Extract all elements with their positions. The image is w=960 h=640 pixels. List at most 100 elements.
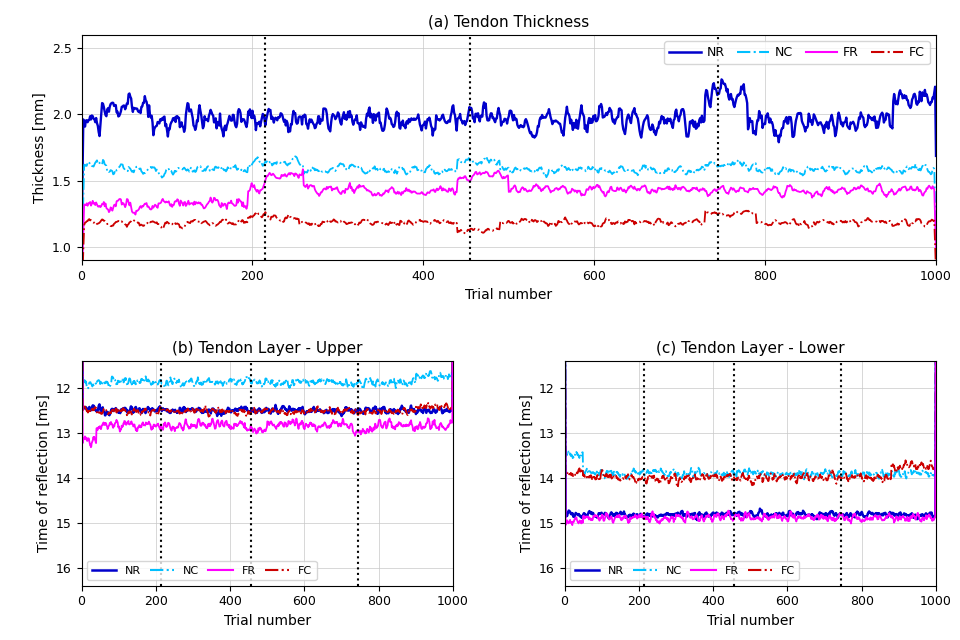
NR <box>379 406 391 414</box>
NR <box>774 131 785 139</box>
Line: NC: NC <box>82 114 453 389</box>
NR <box>559 179 570 186</box>
FR <box>862 515 874 522</box>
NC <box>635 470 646 478</box>
NC <box>76 110 87 118</box>
NR <box>888 510 900 518</box>
NR <box>930 289 942 296</box>
NC <box>888 472 900 479</box>
Line: FR: FR <box>82 156 453 447</box>
NR <box>716 76 728 83</box>
FR <box>888 515 900 522</box>
FC <box>912 462 924 470</box>
Y-axis label: Time of reflection [ms]: Time of reflection [ms] <box>519 394 534 552</box>
NR <box>336 412 348 420</box>
NC <box>912 468 924 476</box>
Line: FC: FC <box>82 130 453 417</box>
FR <box>85 444 97 451</box>
NC <box>429 375 441 383</box>
FC <box>447 214 459 222</box>
FC <box>76 126 87 134</box>
NR <box>429 408 441 415</box>
NC <box>849 472 860 479</box>
FR <box>379 419 391 426</box>
NR <box>930 152 942 160</box>
NR <box>76 239 87 247</box>
FR <box>447 228 459 236</box>
NC <box>582 467 593 474</box>
FC <box>889 221 900 229</box>
NC <box>774 168 785 176</box>
Title: (a) Tendon Thickness: (a) Tendon Thickness <box>428 15 589 30</box>
NR <box>404 404 416 412</box>
FC <box>888 461 900 469</box>
Legend: NR, NC, FR, FC: NR, NC, FR, FC <box>664 42 929 65</box>
NR <box>889 95 900 102</box>
Y-axis label: Time of reflection [ms]: Time of reflection [ms] <box>36 394 51 552</box>
NR <box>447 219 459 227</box>
X-axis label: Trial number: Trial number <box>224 614 311 628</box>
NC <box>152 380 163 388</box>
FC <box>849 474 860 481</box>
Legend: NR, NC, FR, FC: NR, NC, FR, FC <box>570 561 800 580</box>
NC <box>832 164 844 172</box>
FR <box>742 189 754 196</box>
FR <box>566 522 578 529</box>
NC <box>357 385 369 393</box>
FR <box>930 249 942 257</box>
NC <box>128 168 139 176</box>
NC <box>379 380 391 388</box>
FC <box>152 410 163 417</box>
Line: NC: NC <box>82 156 936 266</box>
NC <box>862 469 874 477</box>
NC <box>889 169 900 177</box>
NR <box>582 513 593 521</box>
FC <box>930 255 942 263</box>
NR <box>912 515 924 522</box>
FC <box>774 220 785 227</box>
FR <box>76 152 87 159</box>
NR <box>862 510 874 518</box>
FC <box>404 406 416 414</box>
X-axis label: Trial number: Trial number <box>707 614 794 628</box>
FC <box>701 207 712 214</box>
FC <box>832 217 844 225</box>
NC <box>250 156 261 164</box>
FC <box>128 216 139 224</box>
FC <box>366 408 377 416</box>
NR <box>76 124 87 131</box>
Legend: NR, NC, FR, FC: NR, NC, FR, FC <box>87 561 317 580</box>
FC <box>379 407 391 415</box>
FR <box>298 165 309 173</box>
FC <box>250 210 261 218</box>
FR <box>582 513 593 520</box>
Line: NC: NC <box>564 140 936 479</box>
NC <box>366 377 377 385</box>
Line: NR: NR <box>82 127 453 416</box>
X-axis label: Trial number: Trial number <box>466 288 552 302</box>
NC <box>930 262 942 269</box>
NR <box>635 512 646 520</box>
NC <box>99 379 110 387</box>
FC <box>672 484 684 492</box>
FR <box>889 189 900 197</box>
NC <box>742 164 754 172</box>
FR <box>152 420 163 428</box>
NC <box>930 233 942 241</box>
FC <box>582 472 593 480</box>
Line: FR: FR <box>82 169 936 292</box>
FC <box>559 155 570 163</box>
NR <box>128 104 139 111</box>
FC <box>76 298 87 306</box>
FC <box>862 473 874 481</box>
FR <box>849 510 860 518</box>
FR <box>930 289 942 296</box>
NR <box>250 116 261 124</box>
Title: (c) Tendon Layer - Lower: (c) Tendon Layer - Lower <box>656 340 845 356</box>
Title: (b) Tendon Layer - Upper: (b) Tendon Layer - Upper <box>172 340 363 356</box>
FR <box>128 209 139 216</box>
NR <box>691 516 703 524</box>
Line: FC: FC <box>564 159 936 488</box>
Line: FC: FC <box>82 211 936 302</box>
NR <box>832 115 844 122</box>
